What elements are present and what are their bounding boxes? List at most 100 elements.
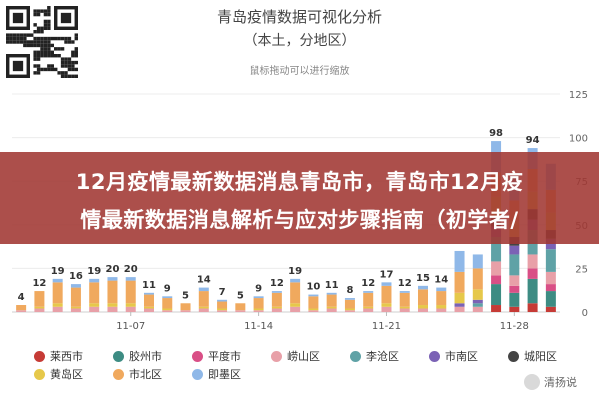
bar-segment: [107, 306, 118, 312]
legend-item[interactable]: 市南区: [429, 348, 478, 364]
legend-item[interactable]: 胶州市: [113, 348, 162, 364]
bar-segment: [418, 305, 428, 309]
bar-segment: [454, 271, 465, 293]
bar-segment: [125, 303, 136, 307]
data-label: 14: [434, 275, 448, 286]
legend-item[interactable]: 黄岛区: [34, 366, 83, 382]
bar-segment: [491, 237, 502, 262]
bar-segment: [381, 306, 392, 312]
bar-segment: [290, 303, 301, 307]
bar-segment: [107, 277, 118, 281]
bar-segment: [454, 306, 465, 312]
data-label: 19: [51, 266, 65, 277]
bar-segment: [472, 268, 483, 290]
qr-code: [6, 6, 78, 78]
data-label: 17: [380, 269, 394, 280]
bar-segment: [454, 292, 465, 304]
legend-label: 莱西市: [50, 350, 83, 363]
data-label: 11: [142, 280, 156, 291]
bar-segment: [326, 306, 337, 309]
legend-item[interactable]: 即墨区: [192, 366, 241, 382]
data-label: 14: [197, 275, 211, 286]
y-tick-label: 125: [569, 90, 588, 101]
bar-segment: [418, 308, 428, 312]
chart-title: 青岛疫情数据可视化分析: [216, 8, 382, 26]
bar-segment: [308, 310, 319, 312]
bar-segment: [326, 294, 337, 307]
bar-segment: [235, 303, 246, 311]
bar-segment: [545, 306, 556, 312]
bar-segment: [125, 306, 136, 312]
bar-segment: [454, 303, 465, 307]
bar-segment: [509, 245, 520, 255]
legend-label: 李沧区: [366, 350, 399, 363]
bar-segment: [271, 306, 282, 309]
banner-line-2: 情最新数据消息解析与应对步骤指南（初学者/: [80, 208, 519, 232]
bar-segment: [418, 285, 428, 290]
legend-item[interactable]: 莱西市: [34, 348, 83, 364]
legend-swatch: [113, 368, 124, 380]
data-label: 12: [398, 278, 412, 289]
bar-segment: [363, 308, 374, 312]
legend-label: 市南区: [445, 350, 478, 363]
data-label: 7: [219, 287, 226, 298]
legend-item[interactable]: 市北区: [113, 366, 162, 382]
data-label: 9: [255, 283, 262, 294]
bar-segment: [399, 308, 410, 312]
legend-item[interactable]: 平度市: [192, 348, 241, 364]
bar-segment: [89, 306, 100, 312]
bar-segment: [217, 301, 228, 309]
bar-segment: [454, 250, 465, 272]
bar-segment: [472, 289, 483, 300]
bar-segment: [509, 275, 520, 286]
legend-swatch: [113, 350, 124, 362]
bar-segment: [271, 292, 282, 307]
legend-swatch: [192, 350, 203, 362]
article-title-banner: 12月疫情最新数据消息青岛市，青岛市12月疫 情最新数据消息解析与应对步骤指南（…: [0, 152, 599, 244]
legend-item[interactable]: 崂山区: [271, 348, 320, 364]
bar-segment: [52, 303, 63, 307]
bar-segment: [89, 303, 100, 307]
legend-item[interactable]: 李沧区: [350, 348, 399, 364]
bar-segment: [70, 306, 81, 309]
bar-segment: [70, 287, 81, 307]
bar-segment: [16, 305, 27, 311]
bar-segment: [363, 306, 374, 309]
legend-item[interactable]: 城阳区: [508, 348, 557, 364]
data-label: 19: [87, 266, 101, 277]
bar-segment: [52, 282, 63, 304]
bar-segment: [162, 296, 173, 299]
x-tick-label: 11-21: [372, 321, 401, 332]
bar-segment: [162, 308, 173, 311]
bar-segment: [125, 280, 136, 304]
bar-segment: [381, 285, 392, 304]
bar-segment: [491, 275, 502, 285]
bar-segment: [34, 306, 45, 309]
bar-segment: [290, 282, 301, 304]
data-label: 12: [32, 278, 46, 289]
bar-segment: [144, 292, 154, 295]
data-label: 5: [182, 290, 189, 301]
bar-segment: [253, 310, 264, 312]
bar-segment: [308, 308, 319, 311]
bar-segment: [509, 285, 520, 293]
data-label: 15: [416, 273, 430, 284]
bar-segment: [491, 305, 502, 312]
bar-segment: [399, 292, 410, 307]
y-tick-label: 25: [575, 264, 588, 275]
data-label: 19: [288, 266, 302, 277]
data-label: 9: [164, 283, 171, 294]
legend-label: 崂山区: [287, 350, 320, 363]
bar-segment: [162, 310, 173, 312]
bar-segment: [418, 289, 428, 306]
bar-segment: [545, 291, 556, 307]
x-tick-label: 11-07: [116, 321, 145, 332]
bar-segment: [34, 291, 45, 307]
bar-segment: [253, 298, 264, 309]
bar-segment: [399, 291, 410, 293]
bar-segment: [344, 310, 355, 312]
bar-segment: [436, 291, 447, 306]
bar-segment: [527, 254, 538, 269]
bar-segment: [545, 271, 556, 285]
bar-segment: [472, 254, 483, 269]
